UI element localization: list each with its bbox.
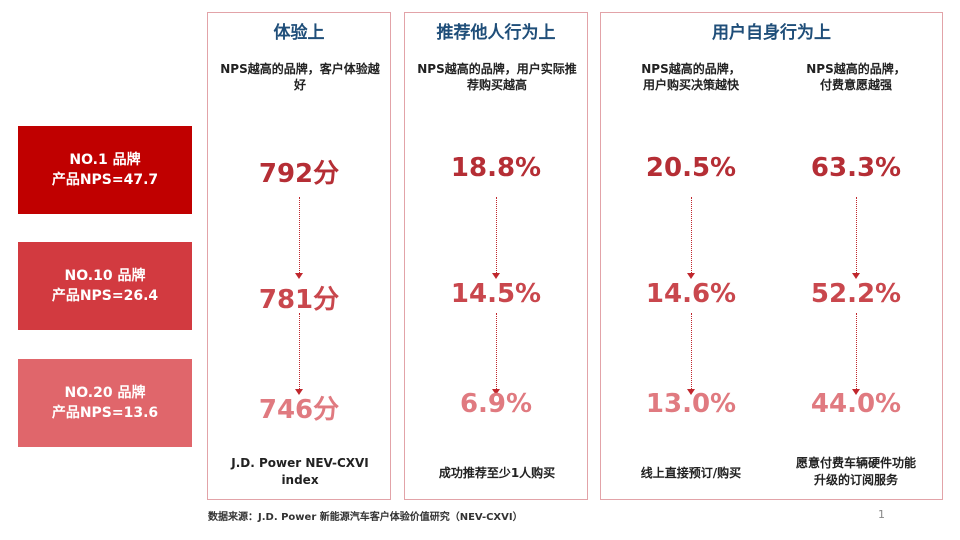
experience-value-no10: 781分	[258, 285, 340, 315]
recommend-description: NPS越高的品牌，用户实际推荐购买越高	[417, 62, 577, 92]
decision-speed-desc-line2: 用户购买决策越快	[642, 78, 739, 92]
data-source-note: 数据来源：J.D. Power 新能源汽车客户体验价值研究（NEV-CXVI）	[208, 512, 523, 523]
recommend-value-no20: 6.9%	[459, 389, 533, 419]
recommend-footer: 成功推荐至少1人购买	[438, 466, 556, 480]
experience-arrow-2	[295, 313, 303, 395]
row-label-no20: NO.20 品牌 产品NPS=13.6	[18, 359, 192, 447]
row-label-no20-nps: 产品NPS=13.6	[51, 405, 159, 421]
willingness-to-pay-description: NPS越高的品牌， 付费意愿越强	[776, 61, 936, 93]
experience-value-no20: 746分	[258, 395, 340, 425]
experience-panel: 体验上 NPS越高的品牌，客户体验越好 792分 781分 746分 J.D. …	[207, 12, 391, 500]
decision-speed-arrow-1	[687, 197, 695, 279]
willingness-to-pay-footer: 愿意付费车辆硬件功能升级的订阅服务	[795, 456, 916, 487]
decision-speed-description: NPS越高的品牌， 用户购买决策越快	[611, 61, 771, 93]
row-label-no10-nps: 产品NPS=26.4	[51, 288, 159, 304]
recommend-panel-title: 推荐他人行为上	[436, 23, 556, 43]
self-behavior-panel: 用户自身行为上 NPS越高的品牌， 用户购买决策越快 20.5% 14.6% 1…	[600, 12, 943, 500]
willingness-to-pay-arrow-2	[852, 313, 860, 395]
willingness-to-pay-value-no1: 63.3%	[810, 153, 902, 183]
experience-panel-title: 体验上	[273, 23, 325, 43]
decision-speed-value-no1: 20.5%	[645, 153, 737, 183]
recommend-value-no1: 18.8%	[450, 153, 542, 183]
willingness-to-pay-desc-line1: NPS越高的品牌，	[806, 62, 906, 76]
recommend-value-no10: 14.5%	[450, 279, 542, 309]
self-behavior-panel-title: 用户自身行为上	[712, 23, 831, 43]
row-label-no10: NO.10 品牌 产品NPS=26.4	[18, 242, 192, 330]
decision-speed-desc-line1: NPS越高的品牌，	[641, 62, 741, 76]
experience-arrow-1	[295, 197, 303, 279]
row-label-no10-brand: NO.10 品牌	[64, 268, 146, 284]
decision-speed-footer: 线上直接预订/购买	[640, 466, 742, 480]
decision-speed-arrow-2	[687, 313, 695, 395]
willingness-to-pay-value-no10: 52.2%	[810, 279, 902, 309]
page-number: 1	[878, 508, 885, 521]
row-label-no20-brand: NO.20 品牌	[64, 385, 146, 401]
experience-footer: J.D. Power NEV-CXVI index	[231, 456, 369, 487]
recommend-arrow-2	[492, 313, 500, 395]
recommend-arrow-1	[492, 197, 500, 279]
willingness-to-pay-arrow-1	[852, 197, 860, 279]
experience-value-no1: 792分	[258, 159, 340, 189]
row-label-no1-nps: 产品NPS=47.7	[51, 172, 159, 188]
willingness-to-pay-desc-line2: 付费意愿越强	[819, 78, 892, 92]
row-label-no1-brand: NO.1 品牌	[69, 152, 141, 168]
decision-speed-value-no20: 13.0%	[645, 389, 737, 419]
experience-description: NPS越高的品牌，客户体验越好	[220, 62, 380, 92]
recommend-panel: 推荐他人行为上 NPS越高的品牌，用户实际推荐购买越高 18.8% 14.5% …	[404, 12, 588, 500]
row-label-no1: NO.1 品牌 产品NPS=47.7	[18, 126, 192, 214]
decision-speed-value-no10: 14.6%	[645, 279, 737, 309]
willingness-to-pay-value-no20: 44.0%	[810, 389, 902, 419]
